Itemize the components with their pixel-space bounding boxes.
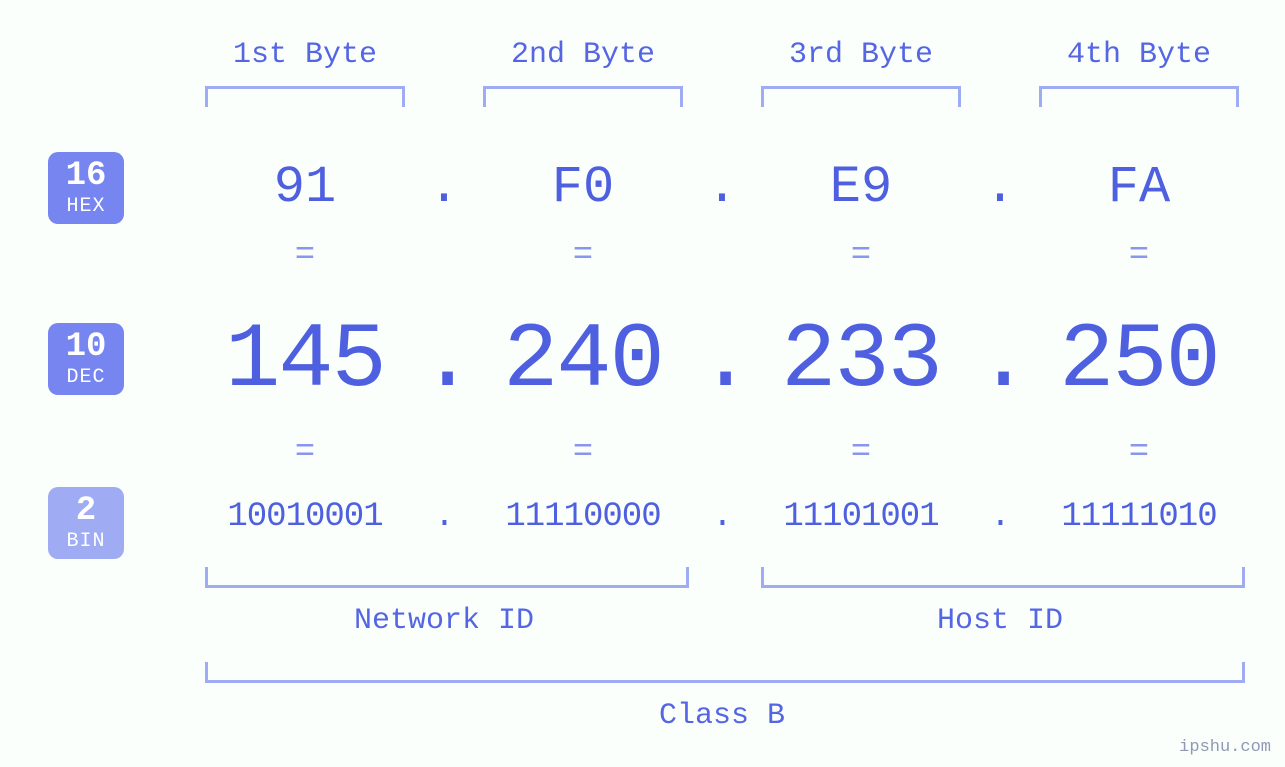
- dec-4: 250: [1024, 308, 1254, 413]
- badge-bin-base: 2: [76, 494, 96, 528]
- byte-header-1: 1st Byte: [190, 38, 420, 72]
- dot-bin-3: .: [976, 498, 1024, 536]
- byte-bracket-4: [1039, 86, 1239, 107]
- byte-column-2: 2nd Byte F0 = 240 = 11110000: [468, 0, 698, 767]
- hex-3: E9: [746, 158, 976, 217]
- byte-column-3: 3rd Byte E9 = 233 = 11101001: [746, 0, 976, 767]
- equals-decbin-1: =: [190, 434, 420, 472]
- byte-column-4: 4th Byte FA = 250 = 11111010: [1024, 0, 1254, 767]
- dot-hex-2: .: [698, 158, 746, 217]
- equals-hexdec-3: =: [746, 237, 976, 275]
- columns-area: 1st Byte 91 = 145 = 10010001 2nd Byte F0…: [190, 0, 1240, 767]
- equals-decbin-3: =: [746, 434, 976, 472]
- badge-bin: 2 BIN: [48, 487, 124, 559]
- dot-dec-2: .: [698, 308, 746, 413]
- dec-1: 145: [190, 308, 420, 413]
- hex-4: FA: [1024, 158, 1254, 217]
- watermark: ipshu.com: [1179, 738, 1271, 757]
- byte-header-2: 2nd Byte: [468, 38, 698, 72]
- equals-hexdec-1: =: [190, 237, 420, 275]
- dec-3: 233: [746, 308, 976, 413]
- badge-dec-base: 10: [66, 330, 107, 364]
- dot-dec-3: .: [976, 308, 1024, 413]
- dot-hex-1: .: [420, 158, 468, 217]
- class-label: Class B: [205, 699, 1239, 733]
- equals-decbin-4: =: [1024, 434, 1254, 472]
- dec-2: 240: [468, 308, 698, 413]
- network-id-bracket: [205, 567, 689, 588]
- network-id-label: Network ID: [205, 604, 683, 638]
- bin-1: 10010001: [190, 498, 420, 536]
- byte-bracket-1: [205, 86, 405, 107]
- byte-header-3: 3rd Byte: [746, 38, 976, 72]
- dot-hex-3: .: [976, 158, 1024, 217]
- byte-bracket-2: [483, 86, 683, 107]
- byte-header-4: 4th Byte: [1024, 38, 1254, 72]
- hex-1: 91: [190, 158, 420, 217]
- host-id-bracket: [761, 567, 1245, 588]
- badge-hex: 16 HEX: [48, 152, 124, 224]
- badge-hex-label: HEX: [66, 197, 105, 217]
- badge-hex-base: 16: [66, 159, 107, 193]
- class-bracket: [205, 662, 1245, 683]
- byte-column-1: 1st Byte 91 = 145 = 10010001: [190, 0, 420, 767]
- badge-bin-label: BIN: [66, 532, 105, 552]
- equals-hexdec-4: =: [1024, 237, 1254, 275]
- host-id-label: Host ID: [761, 604, 1239, 638]
- badge-dec-label: DEC: [66, 368, 105, 388]
- byte-bracket-3: [761, 86, 961, 107]
- hex-2: F0: [468, 158, 698, 217]
- equals-decbin-2: =: [468, 434, 698, 472]
- dot-dec-1: .: [420, 308, 468, 413]
- dot-bin-1: .: [420, 498, 468, 536]
- bin-4: 11111010: [1024, 498, 1254, 536]
- dot-bin-2: .: [698, 498, 746, 536]
- equals-hexdec-2: =: [468, 237, 698, 275]
- bin-2: 11110000: [468, 498, 698, 536]
- bin-3: 11101001: [746, 498, 976, 536]
- badge-dec: 10 DEC: [48, 323, 124, 395]
